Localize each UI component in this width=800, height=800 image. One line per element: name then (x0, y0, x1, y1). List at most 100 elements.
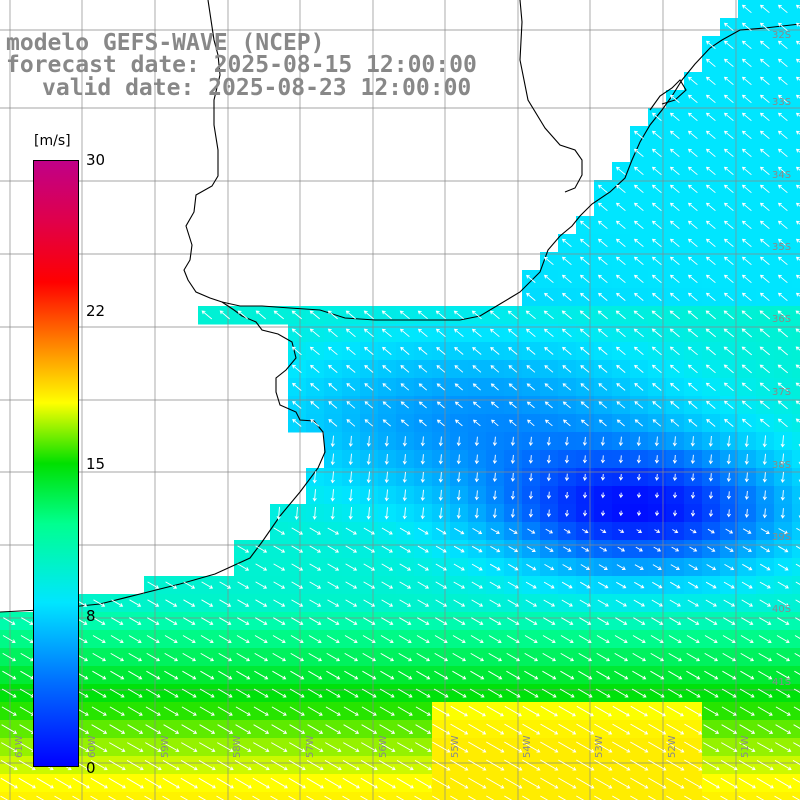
coastline (0, 0, 326, 613)
wind-arrow (687, 220, 698, 230)
lat-label: 33S (772, 97, 791, 108)
wind-arrow (687, 292, 698, 302)
wind-arrow (289, 706, 305, 716)
wind-arrow (618, 510, 624, 517)
wind-arrow (526, 546, 536, 552)
wind-arrow (327, 563, 340, 571)
wind-arrow (364, 346, 374, 355)
wind-arrow (109, 688, 125, 698)
wind-arrow (271, 688, 287, 698)
wind-arrow (704, 653, 719, 662)
wind-arrow (488, 635, 502, 644)
wind-arrow (723, 599, 736, 607)
colorbar-tick: 30 (86, 151, 106, 169)
wind-speed-cell (792, 396, 800, 415)
wind-arrow (294, 506, 299, 520)
wind-arrow (310, 382, 320, 391)
wind-arrow (397, 724, 414, 734)
wind-arrow (687, 382, 698, 392)
wind-arrow (615, 274, 626, 284)
wind-speed-cell (468, 792, 487, 800)
wind-arrow (703, 742, 720, 753)
wind-arrow (144, 760, 162, 771)
wind-arrow (723, 310, 734, 320)
wind-vectors (0, 4, 800, 800)
wind-arrow (200, 670, 215, 680)
wind-arrow (740, 653, 755, 662)
wind-arrow (762, 490, 767, 501)
wind-speed-cell (432, 792, 451, 800)
wind-arrow (578, 635, 592, 644)
wind-arrow (564, 455, 569, 464)
wind-arrow (597, 256, 608, 266)
wind-arrow (92, 635, 106, 644)
wind-arrow (543, 256, 554, 266)
wind-arrow (546, 491, 552, 500)
wind-arrow (706, 400, 716, 409)
wind-arrow (165, 581, 178, 589)
wind-arrow (562, 365, 572, 373)
wind-arrow (723, 40, 734, 50)
wind-arrow (327, 346, 338, 356)
wind-arrow (540, 795, 549, 800)
wind-arrow (720, 777, 738, 789)
wind-arrow (543, 599, 556, 607)
wind-arrow (775, 724, 792, 734)
wind-arrow (312, 471, 317, 484)
wind-arrow (327, 527, 340, 535)
wind-arrow (361, 742, 378, 753)
wind-arrow (705, 94, 716, 104)
wind-arrow (418, 346, 428, 355)
wind-arrow (345, 310, 356, 320)
wind-arrow (594, 741, 613, 753)
wind-arrow (564, 473, 570, 482)
wind-arrow (792, 777, 800, 783)
wind-arrow (562, 292, 572, 301)
wind-speed-cell (792, 126, 800, 145)
wind-arrow (345, 545, 358, 553)
wind-arrow (435, 527, 447, 535)
wind-arrow (666, 741, 685, 753)
wind-arrow (722, 635, 736, 644)
wind-arrow (795, 220, 800, 225)
wind-arrow (651, 202, 662, 212)
wind-arrow (504, 723, 523, 735)
wind-arrow (616, 364, 626, 373)
wind-arrow (252, 760, 270, 771)
wind-arrow (420, 489, 425, 502)
wind-speed-cell (792, 468, 800, 487)
wind-arrow (522, 777, 541, 789)
wind-arrow (273, 310, 284, 320)
wind-arrow (456, 507, 461, 519)
wind-arrow (504, 705, 522, 717)
wind-arrow (723, 328, 734, 338)
wind-arrow (669, 220, 680, 230)
wind-arrow (596, 653, 611, 662)
wind-speed-cell (720, 792, 739, 800)
wind-arrow (414, 760, 432, 771)
wind-arrow (504, 777, 523, 789)
wind-arrow (348, 507, 353, 520)
wind-arrow (310, 419, 320, 427)
wind-arrow (690, 454, 695, 465)
wind-arrow (382, 346, 392, 355)
wind-speed-cell (144, 792, 163, 800)
wind-speed-cell (792, 738, 800, 757)
wind-arrow (558, 723, 577, 735)
wind-arrow (741, 220, 752, 230)
wind-arrow (723, 274, 734, 284)
wind-arrow (615, 184, 626, 194)
wind-arrow (648, 723, 667, 735)
wind-arrow (666, 795, 675, 800)
wind-arrow (181, 724, 198, 734)
wind-arrow (435, 545, 447, 553)
wind-arrow (670, 382, 680, 391)
wind-arrow (775, 688, 791, 698)
wind-arrow (724, 564, 735, 571)
wind-speed-cell (792, 234, 800, 253)
wind-arrow (758, 670, 773, 680)
wind-arrow (563, 546, 572, 552)
wind-arrow (633, 599, 645, 607)
wind-arrow (487, 688, 503, 698)
wind-arrow (288, 777, 306, 789)
